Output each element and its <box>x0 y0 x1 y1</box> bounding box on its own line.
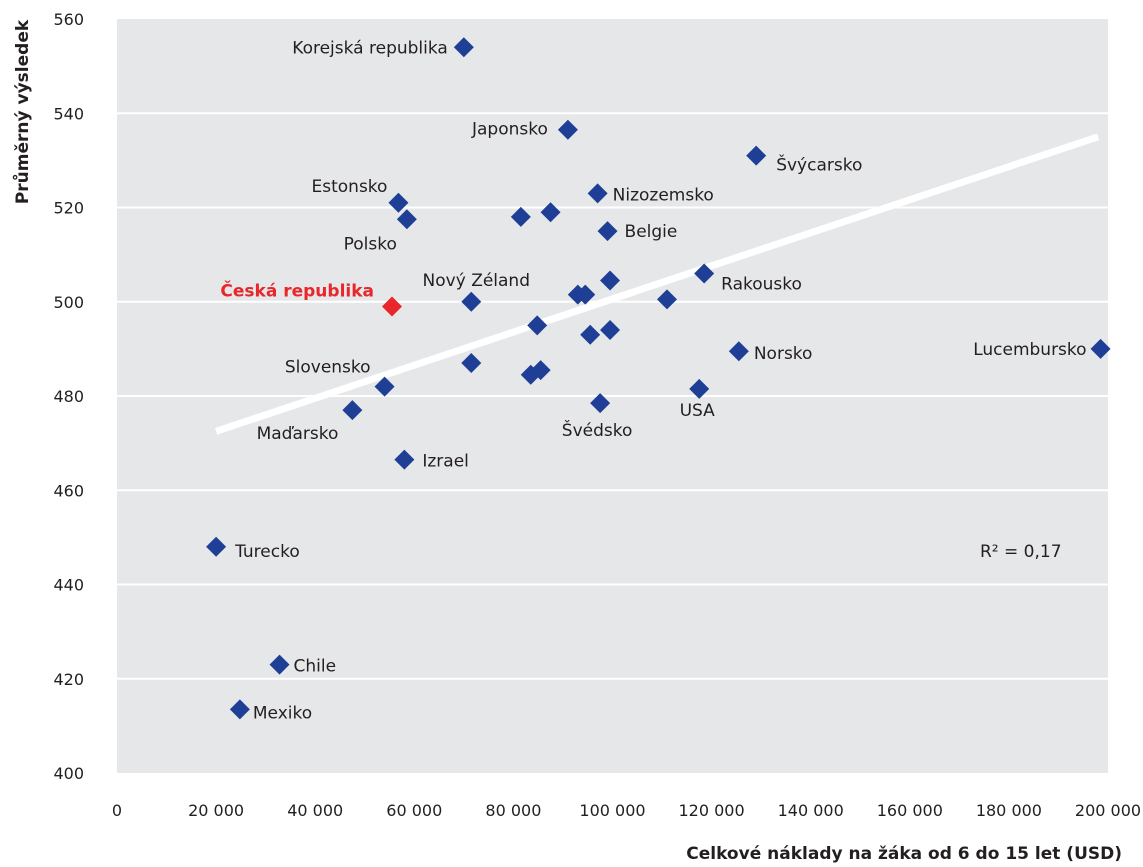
data-point <box>746 145 767 166</box>
point-labels: Korejská republika Japonsko Švýcarsko Eston… <box>220 38 1086 723</box>
data-point <box>689 378 710 399</box>
x-tick-label: 0 <box>112 801 122 820</box>
y-tick-label: 540 <box>53 104 84 123</box>
point-label: Nizozemsko <box>613 185 714 205</box>
data-point <box>342 400 363 421</box>
data-point <box>540 202 561 223</box>
y-tick-label: 520 <box>53 199 84 218</box>
point-label: Izrael <box>422 452 469 472</box>
data-point <box>600 320 621 341</box>
x-tick-label: 120 000 <box>679 801 745 820</box>
data-point <box>575 284 596 305</box>
point-label: Norsko <box>754 344 813 364</box>
x-tick-label: 20 000 <box>188 801 244 820</box>
x-tick-label: 160 000 <box>877 801 943 820</box>
x-tick-label: 140 000 <box>778 801 844 820</box>
trend-line <box>214 133 1100 435</box>
y-tick-label: 400 <box>53 764 84 783</box>
y-axis-ticks: 400 420 440 460 480 500 520 540 560 <box>53 10 84 783</box>
point-label: Maďarsko <box>257 424 339 444</box>
point-label: USA <box>680 401 716 421</box>
point-label: Rakousko <box>721 274 802 294</box>
point-label: Korejská republika <box>292 38 448 58</box>
point-label: Švédsko <box>562 419 633 441</box>
data-point <box>396 209 417 230</box>
point-label: Chile <box>294 657 337 677</box>
data-point <box>580 324 601 345</box>
data-point <box>728 341 749 362</box>
x-axis-ticks: 0 20 000 40 000 60 000 80 000 100 000 120 000 1… <box>112 801 1141 820</box>
data-point <box>590 393 611 414</box>
data-point <box>597 221 618 242</box>
x-axis-title: Celkové náklady na žáka od 6 do 15 let (… <box>686 844 1122 864</box>
gridlines <box>117 112 1108 680</box>
y-tick-label: 480 <box>53 387 84 406</box>
point-label: Švýcarsko <box>776 154 862 176</box>
y-tick-label: 420 <box>53 670 84 689</box>
point-label: Belgie <box>625 222 678 242</box>
x-tick-label: 100 000 <box>579 801 645 820</box>
point-label-highlight: Česká republika <box>220 279 374 301</box>
x-tick-label: 180 000 <box>976 801 1042 820</box>
y-tick-label: 560 <box>53 10 84 29</box>
data-point <box>229 699 250 720</box>
point-label: Polsko <box>344 234 397 254</box>
data-point <box>269 654 290 675</box>
r-squared-annotation: R² = 0,17 <box>980 542 1062 562</box>
data-point <box>374 376 395 397</box>
x-tick-label: 40 000 <box>287 801 343 820</box>
data-point <box>530 360 551 381</box>
point-label: Nový Zéland <box>423 271 530 291</box>
data-point <box>600 270 621 291</box>
data-point <box>388 192 409 213</box>
point-label: Slovensko <box>285 358 371 378</box>
x-tick-label: 80 000 <box>485 801 541 820</box>
data-point <box>206 536 227 557</box>
point-label: Lucembursko <box>973 340 1086 360</box>
data-point <box>453 37 474 58</box>
data-point <box>461 291 482 312</box>
point-label: Mexiko <box>253 703 312 723</box>
data-points <box>206 37 1111 720</box>
data-point <box>461 353 482 374</box>
data-point <box>587 183 608 204</box>
data-point <box>527 315 548 336</box>
point-label: Turecko <box>234 542 300 562</box>
y-axis-title: Průměrný výsledek <box>11 19 33 204</box>
data-point <box>694 263 715 284</box>
data-point <box>394 449 415 470</box>
point-label: Japonsko <box>471 120 548 140</box>
y-tick-label: 460 <box>53 481 84 500</box>
y-tick-label: 440 <box>53 576 84 595</box>
data-point <box>1090 338 1111 359</box>
data-point <box>657 289 678 310</box>
data-point-highlight <box>382 296 403 317</box>
point-label: Estonsko <box>312 177 388 197</box>
y-tick-label: 500 <box>53 293 84 312</box>
data-point <box>510 206 531 227</box>
x-tick-label: 200 000 <box>1075 801 1141 820</box>
data-point <box>557 119 578 140</box>
x-tick-label: 60 000 <box>386 801 442 820</box>
